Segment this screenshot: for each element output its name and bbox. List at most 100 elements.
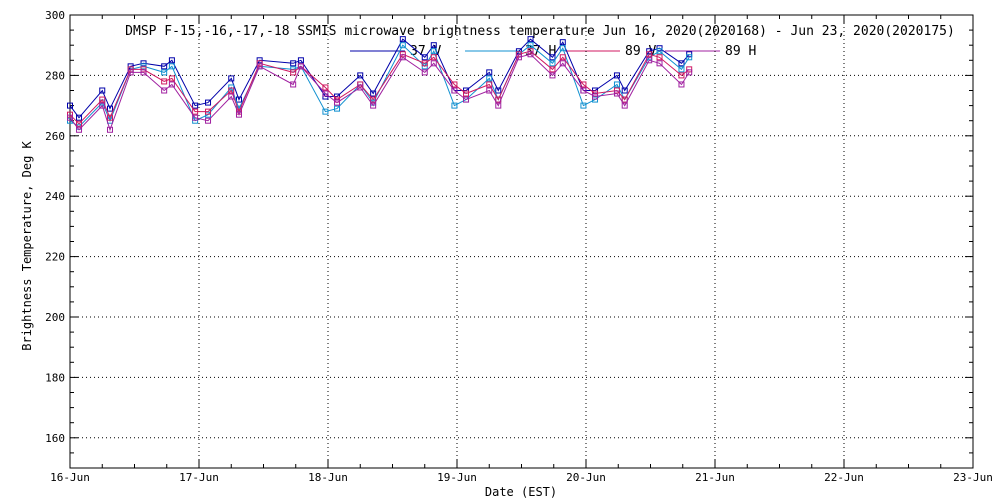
chart-title: DMSP F-15,-16,-17,-18 SSMIS microwave br… (125, 24, 955, 39)
x-axis-title: Date (EST) (485, 485, 557, 499)
data-point (515, 54, 522, 61)
legend-label: 89 H (725, 44, 756, 59)
data-point (451, 102, 458, 109)
data-point (686, 66, 693, 73)
data-point (76, 120, 83, 127)
data-point (161, 63, 168, 70)
legend-item: 37 H (465, 44, 556, 59)
x-tick-label: 21-Jun (695, 471, 735, 484)
grid (70, 15, 973, 468)
data-point (322, 90, 329, 97)
series-line (69, 53, 690, 132)
data-point (161, 69, 168, 76)
y-tick-label: 180 (45, 371, 65, 384)
data-point (580, 87, 587, 94)
data-point (592, 93, 599, 100)
data-point (451, 81, 458, 88)
data-point (592, 96, 599, 103)
data-point (168, 75, 175, 82)
data-point (322, 108, 329, 115)
series-line (69, 50, 690, 125)
data-point (549, 60, 556, 67)
data-point (495, 102, 502, 109)
data-point (486, 69, 493, 76)
data-point (228, 87, 235, 94)
y-tick-label: 240 (45, 190, 65, 203)
data-point (322, 84, 329, 91)
data-point (686, 69, 693, 76)
data-point (192, 114, 199, 121)
data-point (297, 57, 304, 64)
data-point (399, 42, 406, 49)
data-point (370, 102, 377, 109)
series-37-v (67, 36, 693, 121)
series-line (69, 44, 690, 128)
data-point (192, 102, 199, 109)
data-point (399, 54, 406, 61)
data-point (527, 42, 534, 49)
data-point (67, 102, 73, 109)
series-89-h (67, 51, 693, 133)
data-point (515, 51, 522, 58)
data-point (486, 75, 493, 82)
y-tick-label: 260 (45, 130, 65, 143)
data-point (290, 60, 297, 67)
data-point (99, 87, 106, 94)
data-point (127, 66, 134, 73)
x-tick-label: 20-Jun (566, 471, 606, 484)
data-point (334, 99, 341, 106)
x-tick-label: 17-Jun (179, 471, 219, 484)
y-axis-title: Brightness Temperature, Deg K (20, 140, 34, 350)
data-point (370, 96, 377, 103)
y-axis: 160 180 200 220 240 260 280 300 (45, 9, 973, 469)
data-point (656, 48, 663, 55)
data-point (686, 54, 693, 61)
data-point (527, 51, 534, 58)
legend-item: 89 V (565, 44, 656, 59)
legend-item: 89 H (665, 44, 756, 59)
data-point (205, 117, 212, 124)
x-tick-label: 18-Jun (308, 471, 348, 484)
y-tick-label: 300 (45, 9, 65, 22)
data-point (256, 63, 263, 70)
data-point (168, 63, 175, 70)
data-point (613, 72, 620, 79)
data-point (463, 96, 470, 103)
data-point (559, 54, 566, 61)
data-point (228, 75, 235, 82)
data-point (613, 90, 620, 97)
data-point (430, 42, 437, 49)
data-point (559, 45, 566, 52)
data-point (421, 60, 428, 67)
y-tick-label: 160 (45, 432, 65, 445)
data-point (421, 54, 428, 61)
data-point (686, 51, 693, 58)
data-point (421, 63, 428, 70)
data-point (656, 60, 663, 67)
data-point (168, 81, 175, 88)
series-37-h (67, 42, 693, 130)
data-point (161, 87, 168, 94)
data-point (290, 81, 297, 88)
data-point (106, 126, 113, 133)
data-point (235, 111, 242, 118)
data-point (127, 69, 134, 76)
data-point (67, 114, 73, 121)
data-point (463, 90, 470, 97)
x-tick-label: 19-Jun (437, 471, 477, 484)
data-point (106, 105, 113, 112)
data-point (527, 48, 534, 55)
data-point (678, 66, 685, 73)
data-point (205, 99, 212, 106)
data-point (399, 36, 406, 43)
data-point (357, 84, 364, 91)
data-point (106, 114, 113, 121)
data-point (370, 90, 377, 97)
data-point (140, 63, 147, 70)
data-point (421, 69, 428, 76)
data-point (495, 87, 502, 94)
data-point (559, 60, 566, 67)
data-point (168, 57, 175, 64)
x-tick-label: 16-Jun (50, 471, 90, 484)
